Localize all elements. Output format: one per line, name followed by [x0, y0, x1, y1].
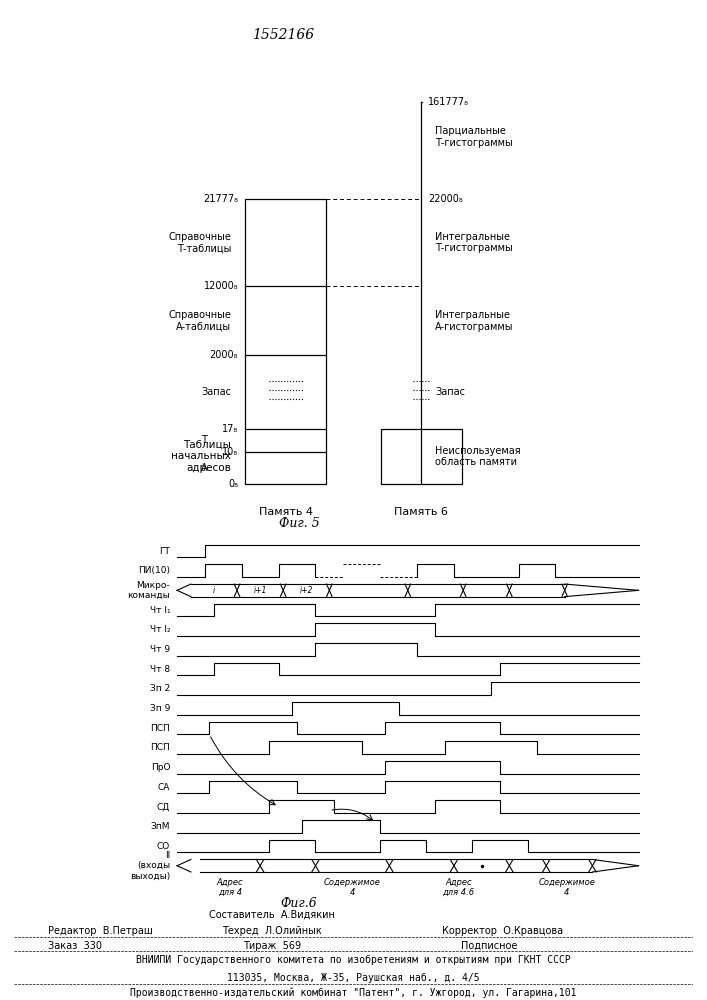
- Text: ПСП: ПСП: [151, 743, 170, 752]
- Text: Содержимое
4: Содержимое 4: [324, 878, 381, 897]
- Text: i: i: [213, 586, 215, 595]
- Text: СА: СА: [158, 783, 170, 792]
- Text: Микро-
команды: Микро- команды: [127, 581, 170, 600]
- Text: A: A: [201, 463, 207, 473]
- Text: Техред  Л.Олийнык: Техред Л.Олийнык: [222, 926, 322, 936]
- Text: Справочные
А-таблицы: Справочные А-таблицы: [168, 310, 231, 332]
- Text: ПрО: ПрО: [151, 763, 170, 772]
- Text: ВНИИПИ Государственного комитета по изобретениям и открытиям при ГКНТ СССР: ВНИИПИ Государственного комитета по изоб…: [136, 955, 571, 965]
- Text: II
(входы
выходы): II (входы выходы): [130, 851, 170, 881]
- Text: Производственно-издательский комбинат "Патент", г. Ужгород, ул. Гагарина,101: Производственно-издательский комбинат "П…: [130, 987, 577, 998]
- Text: Чт 9: Чт 9: [150, 645, 170, 654]
- Text: Заказ  330: Заказ 330: [48, 941, 102, 951]
- Text: Память 6: Память 6: [395, 507, 448, 517]
- Text: 22000₈: 22000₈: [428, 194, 463, 204]
- Text: 10₈: 10₈: [222, 447, 238, 457]
- Text: 1552166: 1552166: [252, 28, 314, 42]
- Text: 21777₈: 21777₈: [203, 194, 238, 204]
- Text: Адрес
для 4.6: Адрес для 4.6: [443, 878, 474, 897]
- Text: Запас: Запас: [201, 387, 231, 397]
- Text: 113035, Москва, Ж-35, Раушская наб., д. 4/5: 113035, Москва, Ж-35, Раушская наб., д. …: [227, 973, 480, 983]
- Text: i+1: i+1: [253, 586, 267, 595]
- Text: ГТ: ГТ: [159, 547, 170, 556]
- Text: Запас: Запас: [435, 387, 465, 397]
- Text: Фиг. 5: Фиг. 5: [279, 517, 320, 530]
- Text: Составитель  А.Видякин: Составитель А.Видякин: [209, 910, 335, 920]
- Text: 161777₈: 161777₈: [428, 97, 469, 107]
- Text: Интегральные
Т-гистограммы: Интегральные Т-гистограммы: [435, 232, 513, 253]
- Text: СД: СД: [157, 802, 170, 811]
- Text: Фиг.6: Фиг.6: [281, 897, 317, 910]
- Text: Зп 9: Зп 9: [150, 704, 170, 713]
- Text: 0₈: 0₈: [228, 479, 238, 489]
- Text: Неиспользуемая
область памяти: Неиспользуемая область памяти: [435, 446, 520, 467]
- Text: Справочные
Т-таблицы: Справочные Т-таблицы: [168, 232, 231, 253]
- Text: 17₈: 17₈: [222, 424, 238, 434]
- Text: i+2: i+2: [300, 586, 313, 595]
- Text: Чт 8: Чт 8: [150, 665, 170, 674]
- Text: Таблицы
начальных
адресов: Таблицы начальных адресов: [172, 440, 231, 473]
- Text: Корректор  О.Кравцова: Корректор О.Кравцова: [443, 926, 563, 936]
- Text: Чт I₁: Чт I₁: [150, 606, 170, 615]
- Text: ПСП: ПСП: [151, 724, 170, 733]
- Text: ЗпМ: ЗпМ: [151, 822, 170, 831]
- Text: Редактор  В.Петраш: Редактор В.Петраш: [48, 926, 153, 936]
- Text: Память 4: Память 4: [259, 507, 312, 517]
- Text: Тираж  569: Тираж 569: [243, 941, 301, 951]
- Bar: [245, 199, 327, 484]
- Text: 2000₈: 2000₈: [209, 350, 238, 360]
- Text: Интегральные
А-гистограммы: Интегральные А-гистограммы: [435, 310, 513, 332]
- Text: T: T: [201, 435, 207, 445]
- Text: Содержимое
4: Содержимое 4: [539, 878, 595, 897]
- Text: 12000₈: 12000₈: [204, 281, 238, 291]
- Text: Адрес
для 4: Адрес для 4: [217, 878, 243, 897]
- Text: СО: СО: [157, 842, 170, 851]
- Text: Парциальные
Т-гистограммы: Парциальные Т-гистограммы: [435, 126, 513, 147]
- Text: ПИ(10): ПИ(10): [139, 566, 170, 575]
- Text: Чт I₂: Чт I₂: [150, 625, 170, 634]
- Text: Подписное: Подписное: [461, 941, 518, 951]
- Bar: [380, 429, 462, 484]
- Text: Зп 2: Зп 2: [150, 684, 170, 693]
